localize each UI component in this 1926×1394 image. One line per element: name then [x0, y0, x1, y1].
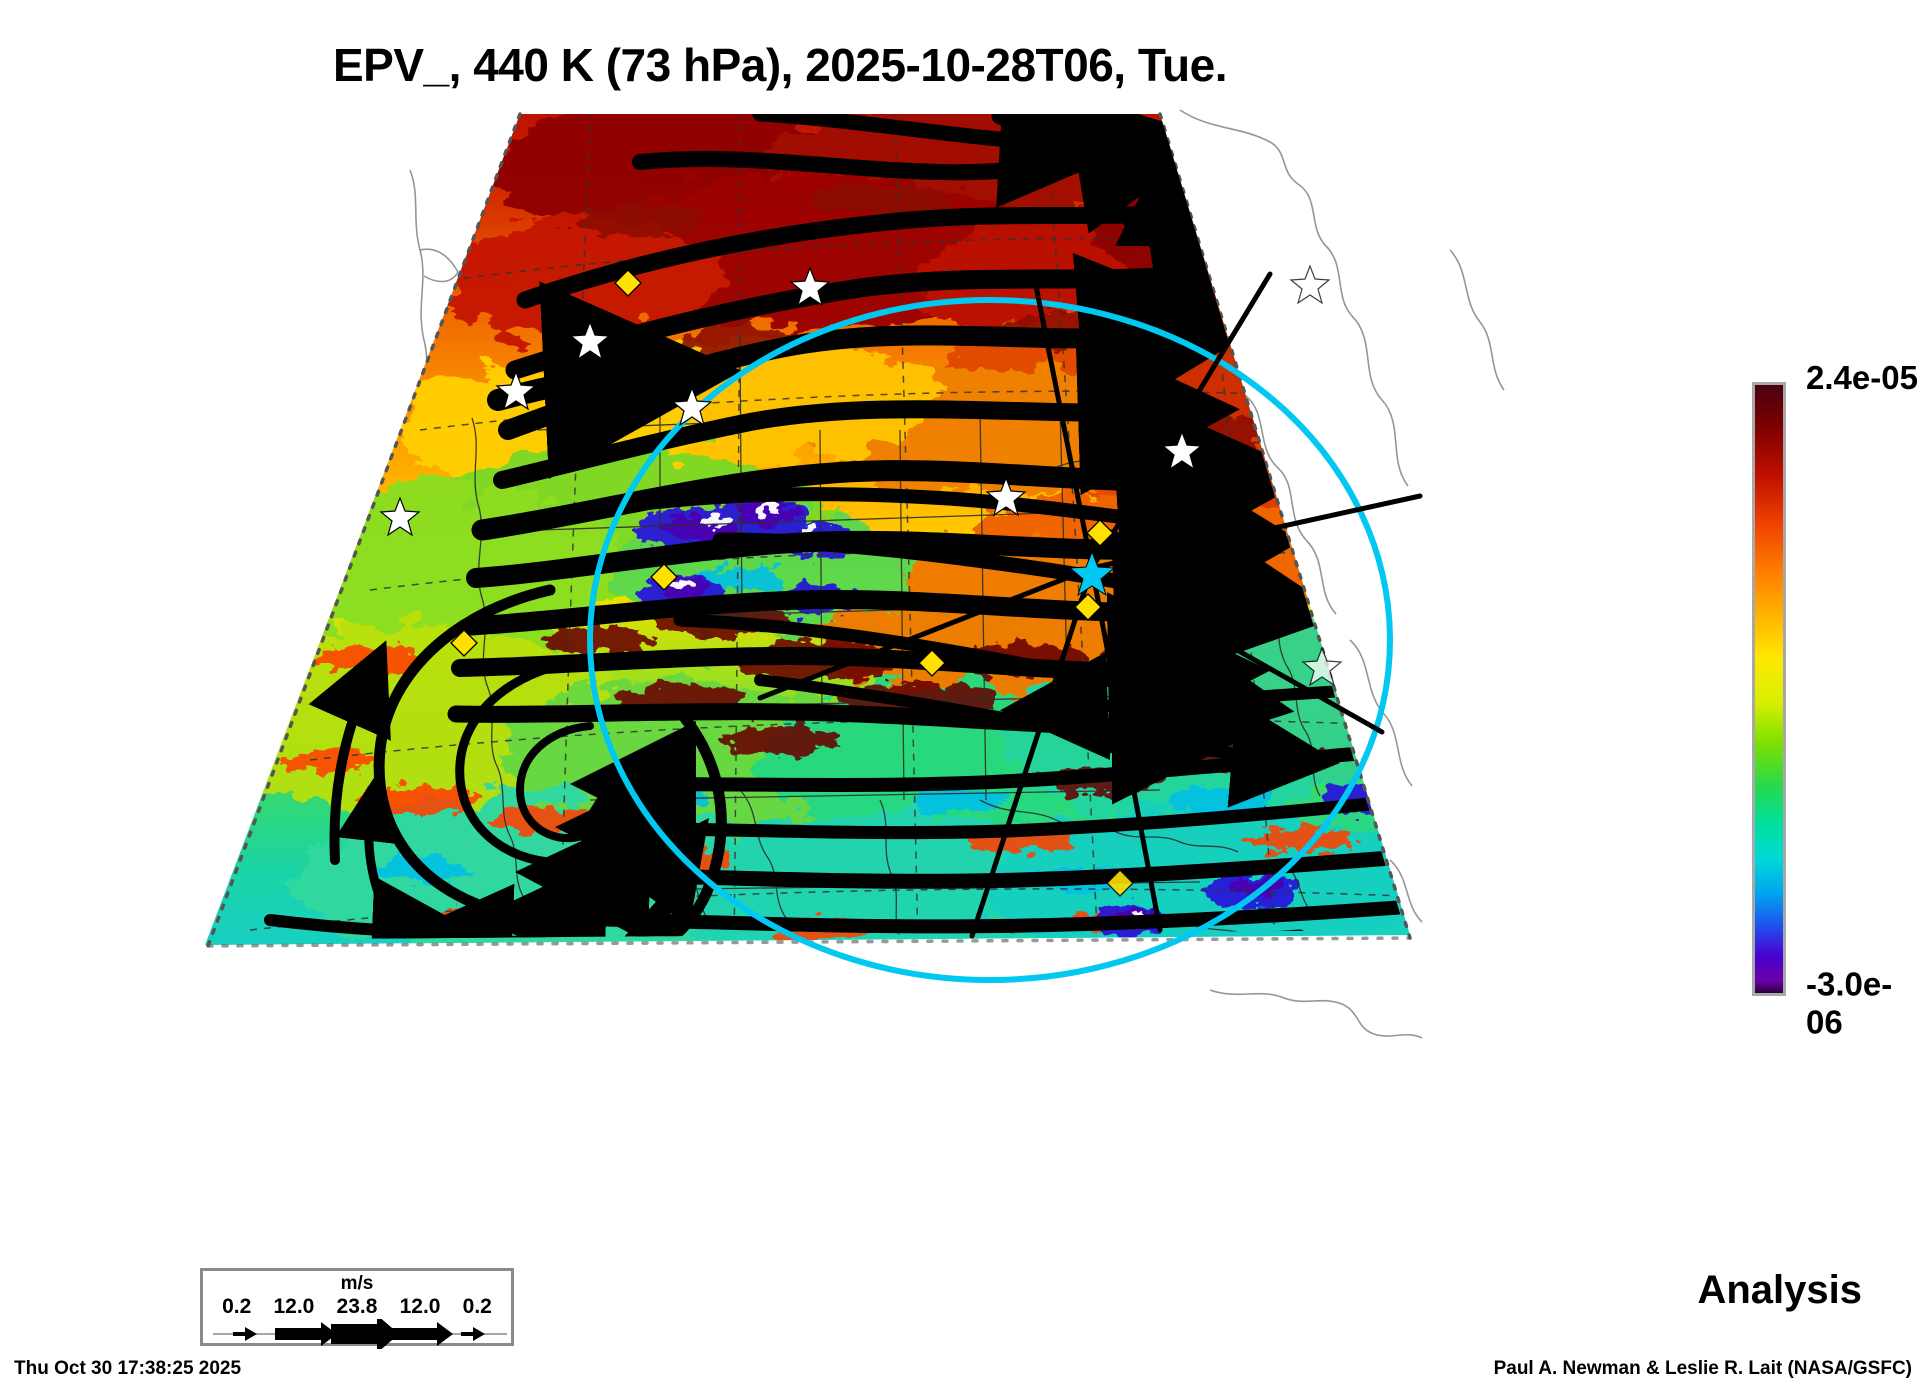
station-diamond-marker	[450, 269, 1134, 897]
wind-value-2: 23.8	[336, 1295, 378, 1318]
map-panel[interactable]	[120, 100, 1540, 1120]
epv-map-svg[interactable]	[120, 100, 1540, 1120]
render-timestamp: Thu Oct 30 17:38:25 2025	[14, 1358, 242, 1379]
wind-value-0: 0.2	[222, 1295, 252, 1318]
flight-tracks	[757, 271, 1423, 939]
wind-speed-legend: m/s 0.2 12.0 23.8 12.0 0.2	[200, 1268, 514, 1349]
wind-value-labels: 0.2 12.0 23.8 12.0 0.2	[203, 1295, 511, 1319]
wind-value-3: 12.0	[399, 1295, 441, 1318]
wind-value-4: 0.2	[462, 1295, 492, 1318]
colorbar-gradient	[1755, 385, 1783, 993]
white-star-marker	[379, 264, 1343, 687]
range-ring	[587, 297, 1393, 983]
colorbar-min-label: -3.0e-06	[1806, 965, 1893, 1041]
site-markers[interactable]	[379, 264, 1343, 897]
page-title: EPV_, 440 K (73 hPa), 2025-10-28T06, Tue…	[333, 39, 1228, 91]
colorbar[interactable]	[1752, 382, 1786, 996]
wind-arrow-key	[213, 1319, 507, 1349]
hub-star-marker	[1068, 550, 1116, 597]
wind-unit-label: m/s	[340, 1273, 374, 1294]
wind-value-1: 12.0	[273, 1295, 315, 1318]
colorbar-max-label: 2.4e-05	[1806, 359, 1918, 397]
analysis-label: Analysis	[1697, 1268, 1862, 1312]
author-credit: Paul A. Newman & Leslie R. Lait (NASA/GS…	[1493, 1358, 1912, 1379]
